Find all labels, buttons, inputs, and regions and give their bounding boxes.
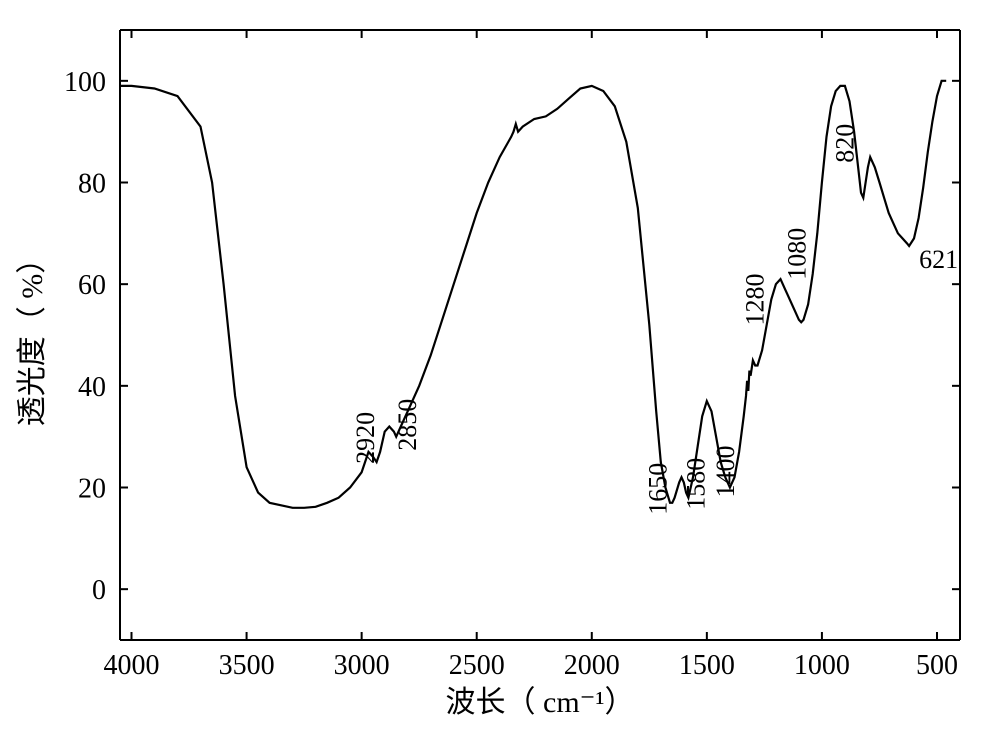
x-tick-label: 2000 xyxy=(564,650,620,681)
peak-label: 1400 xyxy=(711,446,740,498)
peak-label: 1080 xyxy=(783,228,812,280)
y-tick-label: 100 xyxy=(64,67,106,98)
peak-label: 1580 xyxy=(681,458,710,510)
spectrum-line xyxy=(120,81,946,508)
y-tick-label: 80 xyxy=(78,169,106,200)
peak-label: 820 xyxy=(830,124,859,163)
x-tick-label: 3500 xyxy=(219,650,275,681)
peak-label: 1280 xyxy=(741,274,770,326)
peak-label: 2850 xyxy=(393,399,422,451)
peak-label: 2920 xyxy=(351,412,380,464)
y-tick-label: 40 xyxy=(78,372,106,403)
x-tick-label: 3000 xyxy=(334,650,390,681)
x-tick-label: 500 xyxy=(916,650,958,681)
x-tick-label: 1500 xyxy=(679,650,735,681)
y-tick-label: 60 xyxy=(78,270,106,301)
x-tick-label: 2500 xyxy=(449,650,505,681)
chart-svg: 4000 3500 3000 2500 2000 1500 1000 500 0 20 40 60 80… xyxy=(0,0,1000,742)
x-tick-label: 4000 xyxy=(104,650,160,681)
peak-label: 1650 xyxy=(643,463,672,515)
y-axis-title: 透光度（ %） xyxy=(16,244,49,427)
x-tick-label: 1000 xyxy=(794,650,850,681)
y-tick-label: 0 xyxy=(92,575,106,606)
y-tick-label: 20 xyxy=(78,474,106,505)
peak-label: 621 xyxy=(919,245,958,274)
ir-spectrum-figure: 4000 3500 3000 2500 2000 1500 1000 500 0 20 40 60 80… xyxy=(0,0,1000,742)
x-axis-title: 波长（ cm⁻¹） xyxy=(446,686,635,719)
